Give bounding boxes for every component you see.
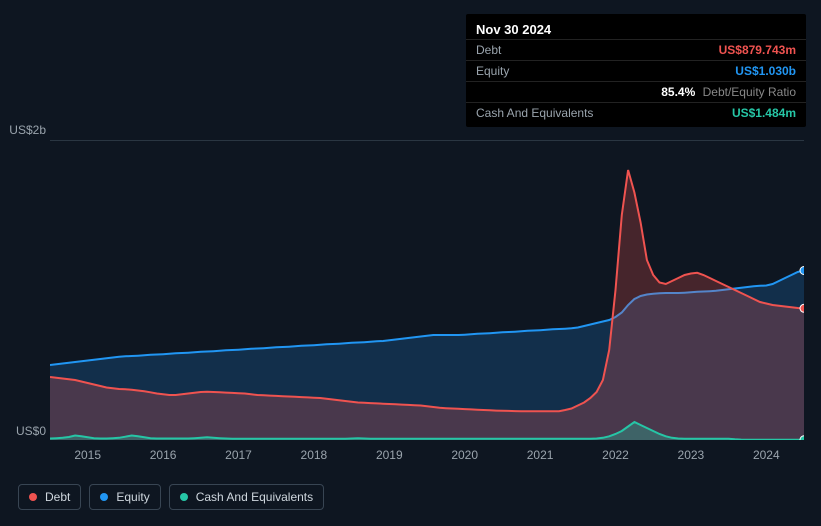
legend-item-cash-and-equivalents[interactable]: Cash And Equivalents [169, 484, 324, 510]
tooltip-row: Equity US$1.030b [466, 60, 806, 81]
chart-tooltip: Nov 30 2024 Debt US$879.743m Equity US$1.03… [466, 14, 806, 127]
x-tick: 2024 [753, 448, 780, 462]
tooltip-row: Debt US$879.743m [466, 39, 806, 60]
marker-debt [800, 304, 804, 312]
x-axis: 2015 2016 2017 2018 2019 2020 2021 2022 2023 2024 [50, 448, 804, 468]
tooltip-value: 85.4% Debt/Equity Ratio [661, 85, 796, 99]
x-tick: 2023 [678, 448, 705, 462]
legend-dot [100, 493, 108, 501]
tooltip-row: Cash And Equivalents US$1.484m [466, 102, 806, 123]
y-axis-label-max: US$2b [9, 123, 46, 137]
legend: Debt Equity Cash And Equivalents [18, 484, 324, 510]
tooltip-value: US$1.030b [735, 64, 796, 78]
marker-equity [800, 267, 804, 275]
x-tick: 2015 [74, 448, 101, 462]
tooltip-label: Debt [476, 43, 501, 57]
legend-item-equity[interactable]: Equity [89, 484, 160, 510]
x-tick: 2021 [527, 448, 554, 462]
x-tick: 2016 [150, 448, 177, 462]
y-axis-label-min: US$0 [16, 424, 46, 438]
legend-item-debt[interactable]: Debt [18, 484, 81, 510]
chart-svg [50, 140, 804, 440]
x-tick: 2020 [451, 448, 478, 462]
legend-dot [180, 493, 188, 501]
legend-label: Debt [45, 490, 70, 504]
legend-label: Equity [116, 490, 149, 504]
legend-dot [29, 493, 37, 501]
x-tick: 2018 [301, 448, 328, 462]
tooltip-date: Nov 30 2024 [466, 18, 806, 39]
x-tick: 2017 [225, 448, 252, 462]
tooltip-value: US$879.743m [719, 43, 796, 57]
tooltip-label: Cash And Equivalents [476, 106, 593, 120]
tooltip-row: 85.4% Debt/Equity Ratio [466, 81, 806, 102]
x-tick: 2022 [602, 448, 629, 462]
legend-label: Cash And Equivalents [196, 490, 313, 504]
x-tick: 2019 [376, 448, 403, 462]
tooltip-value: US$1.484m [732, 106, 796, 120]
tooltip-label: Equity [476, 64, 509, 78]
